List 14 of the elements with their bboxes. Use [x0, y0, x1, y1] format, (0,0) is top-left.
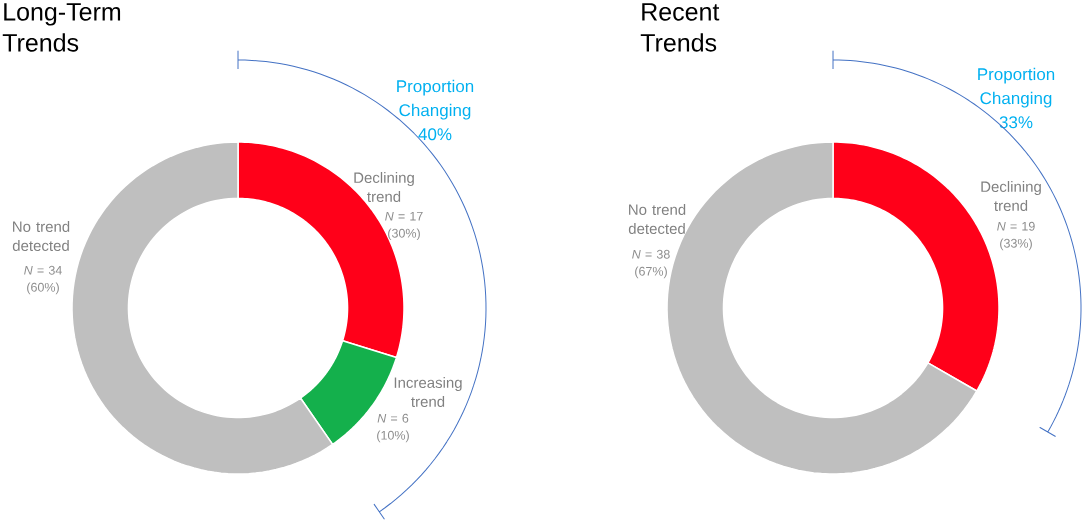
data-label: N = 34 (60%)	[24, 265, 62, 295]
slice-label: Increasing trend	[394, 376, 462, 407]
slice-label: Declining trend	[354, 171, 414, 202]
text: Proportion Changing 33%	[978, 67, 1055, 129]
data-label: N = 17 (30%)	[385, 211, 423, 241]
data-label: N = 38 (67%)	[632, 249, 670, 279]
slice-label: No trend detected	[12, 220, 70, 251]
data-label: N = 6 (10%)	[377, 413, 409, 443]
chart-title: Recent Trends	[640, 3, 720, 52]
data-label: N = 19 (33%)	[997, 221, 1035, 251]
text: Proportion Changing 40%	[397, 79, 474, 141]
slice-label: Declining trend	[981, 180, 1041, 211]
chart-title: Long-Term Trends	[2, 3, 121, 52]
slice-label: No trend detected	[628, 203, 686, 234]
